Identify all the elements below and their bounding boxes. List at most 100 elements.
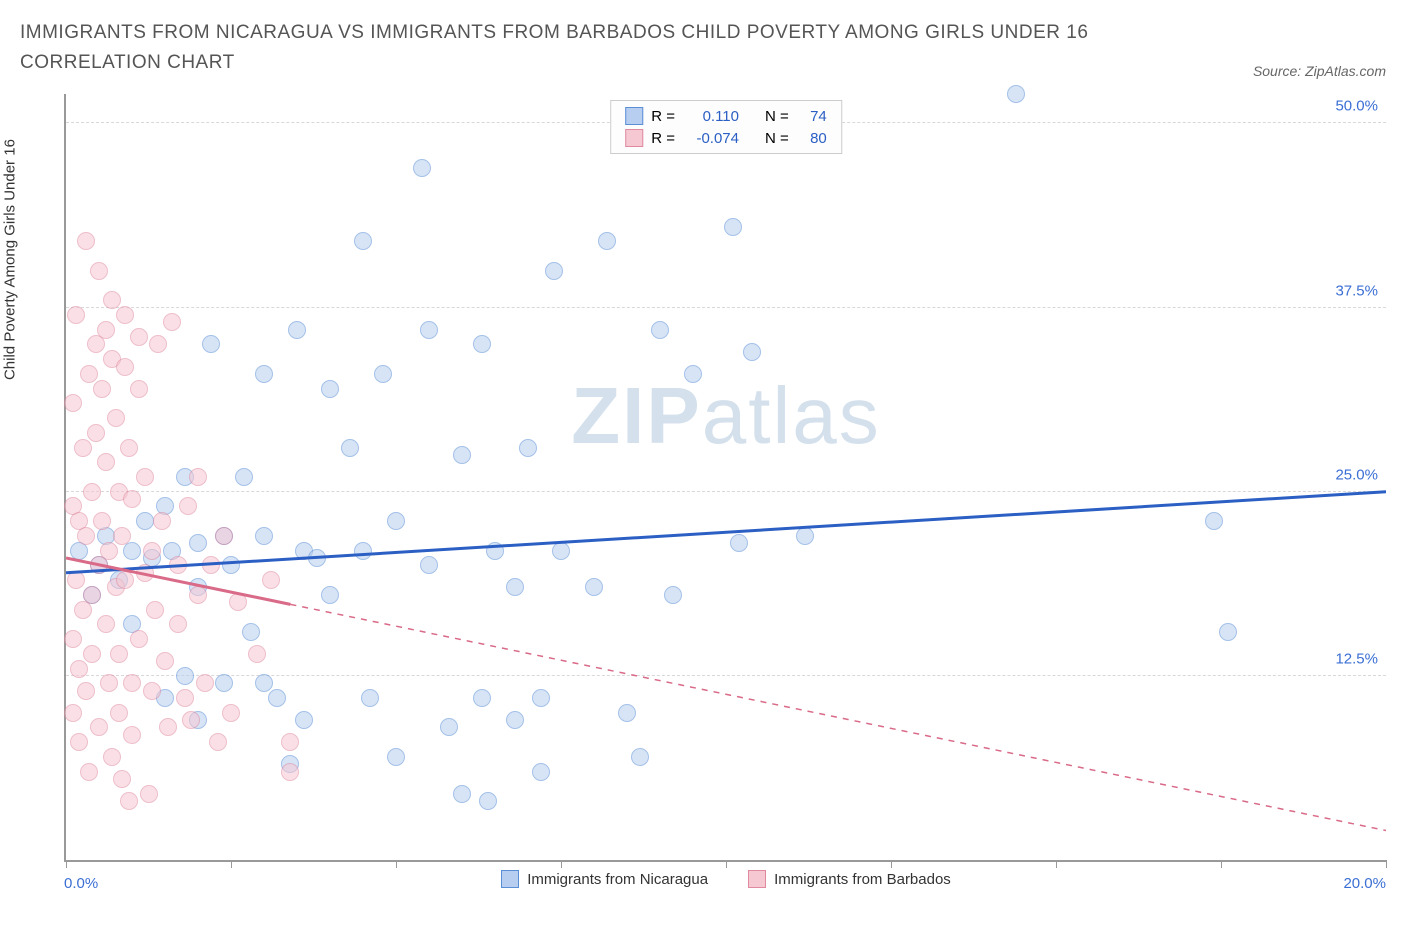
scatter-point <box>116 571 134 589</box>
scatter-point <box>74 439 92 457</box>
scatter-point <box>179 497 197 515</box>
n-value-1: 80 <box>797 130 827 147</box>
scatter-point <box>93 512 111 530</box>
scatter-point <box>506 578 524 596</box>
scatter-point <box>222 556 240 574</box>
scatter-point <box>136 512 154 530</box>
legend-swatch-barbados <box>625 129 643 147</box>
scatter-point <box>255 365 273 383</box>
scatter-point <box>453 446 471 464</box>
scatter-point <box>107 409 125 427</box>
scatter-point <box>361 689 379 707</box>
scatter-point <box>149 335 167 353</box>
scatter-point <box>143 682 161 700</box>
scatter-point <box>83 483 101 501</box>
scatter-point <box>97 615 115 633</box>
scatter-point <box>235 468 253 486</box>
gridline-h <box>66 307 1386 308</box>
scatter-point <box>169 556 187 574</box>
scatter-point <box>123 674 141 692</box>
scatter-point <box>730 534 748 552</box>
legend-label-1: Immigrants from Barbados <box>774 871 951 888</box>
legend-row-barbados: R = -0.074 N = 80 <box>625 127 827 149</box>
scatter-point <box>153 512 171 530</box>
scatter-point <box>209 733 227 751</box>
scatter-point <box>519 439 537 457</box>
scatter-point <box>420 556 438 574</box>
scatter-point <box>724 218 742 236</box>
plot-container: Child Poverty Among Girls Under 16 ZIPat… <box>20 94 1386 890</box>
scatter-point <box>64 704 82 722</box>
n-label-0: N = <box>765 108 789 125</box>
scatter-point <box>486 542 504 560</box>
scatter-point <box>651 321 669 339</box>
x-tick <box>1221 860 1222 868</box>
scatter-point <box>189 586 207 604</box>
scatter-point <box>479 792 497 810</box>
gridline-h <box>66 491 1386 492</box>
scatter-point <box>64 630 82 648</box>
scatter-point <box>321 380 339 398</box>
scatter-point <box>130 328 148 346</box>
r-label-0: R = <box>651 108 675 125</box>
legend-item-nicaragua: Immigrants from Nicaragua <box>501 870 708 888</box>
r-value-1: -0.074 <box>683 130 739 147</box>
scatter-point <box>255 527 273 545</box>
scatter-point <box>229 593 247 611</box>
x-tick <box>891 860 892 868</box>
scatter-point <box>120 439 138 457</box>
scatter-point <box>387 512 405 530</box>
scatter-point <box>97 453 115 471</box>
scatter-point <box>77 232 95 250</box>
chart-title: IMMIGRANTS FROM NICARAGUA VS IMMIGRANTS … <box>20 18 1120 79</box>
scatter-point <box>684 365 702 383</box>
scatter-point <box>1219 623 1237 641</box>
scatter-point <box>140 785 158 803</box>
scatter-point <box>163 313 181 331</box>
scatter-point <box>354 232 372 250</box>
source-label: Source: <box>1253 63 1305 79</box>
scatter-point <box>123 490 141 508</box>
scatter-point <box>413 159 431 177</box>
scatter-point <box>70 733 88 751</box>
scatter-point <box>262 571 280 589</box>
scatter-point <box>440 718 458 736</box>
scatter-point <box>87 424 105 442</box>
scatter-point <box>182 711 200 729</box>
scatter-point <box>189 534 207 552</box>
scatter-point <box>136 468 154 486</box>
scatter-point <box>143 542 161 560</box>
scatter-point <box>796 527 814 545</box>
scatter-point <box>100 542 118 560</box>
scatter-point <box>156 652 174 670</box>
scatter-point <box>664 586 682 604</box>
scatter-plot: ZIPatlas R = 0.110 N = 74 R = -0.074 N =… <box>64 94 1386 862</box>
scatter-point <box>618 704 636 722</box>
chart-header: IMMIGRANTS FROM NICARAGUA VS IMMIGRANTS … <box>0 0 1406 85</box>
scatter-point <box>585 578 603 596</box>
y-tick-label: 50.0% <box>1335 98 1378 115</box>
x-tick-label-max: 20.0% <box>1343 875 1386 892</box>
scatter-point <box>103 748 121 766</box>
scatter-point <box>222 704 240 722</box>
scatter-point <box>83 586 101 604</box>
x-tick <box>231 860 232 868</box>
scatter-point <box>532 763 550 781</box>
r-value-0: 0.110 <box>683 108 739 125</box>
scatter-point <box>169 615 187 633</box>
scatter-point <box>77 527 95 545</box>
scatter-point <box>288 321 306 339</box>
scatter-point <box>130 630 148 648</box>
legend-swatch-bottom-1 <box>748 870 766 888</box>
scatter-point <box>295 711 313 729</box>
scatter-point <box>67 306 85 324</box>
trend-lines <box>66 94 1386 860</box>
watermark-bold: ZIP <box>571 371 701 460</box>
scatter-point <box>1007 85 1025 103</box>
n-label-1: N = <box>765 130 789 147</box>
scatter-point <box>113 770 131 788</box>
x-tick <box>726 860 727 868</box>
scatter-point <box>532 689 550 707</box>
x-tick-label-min: 0.0% <box>64 875 98 892</box>
scatter-point <box>255 674 273 692</box>
